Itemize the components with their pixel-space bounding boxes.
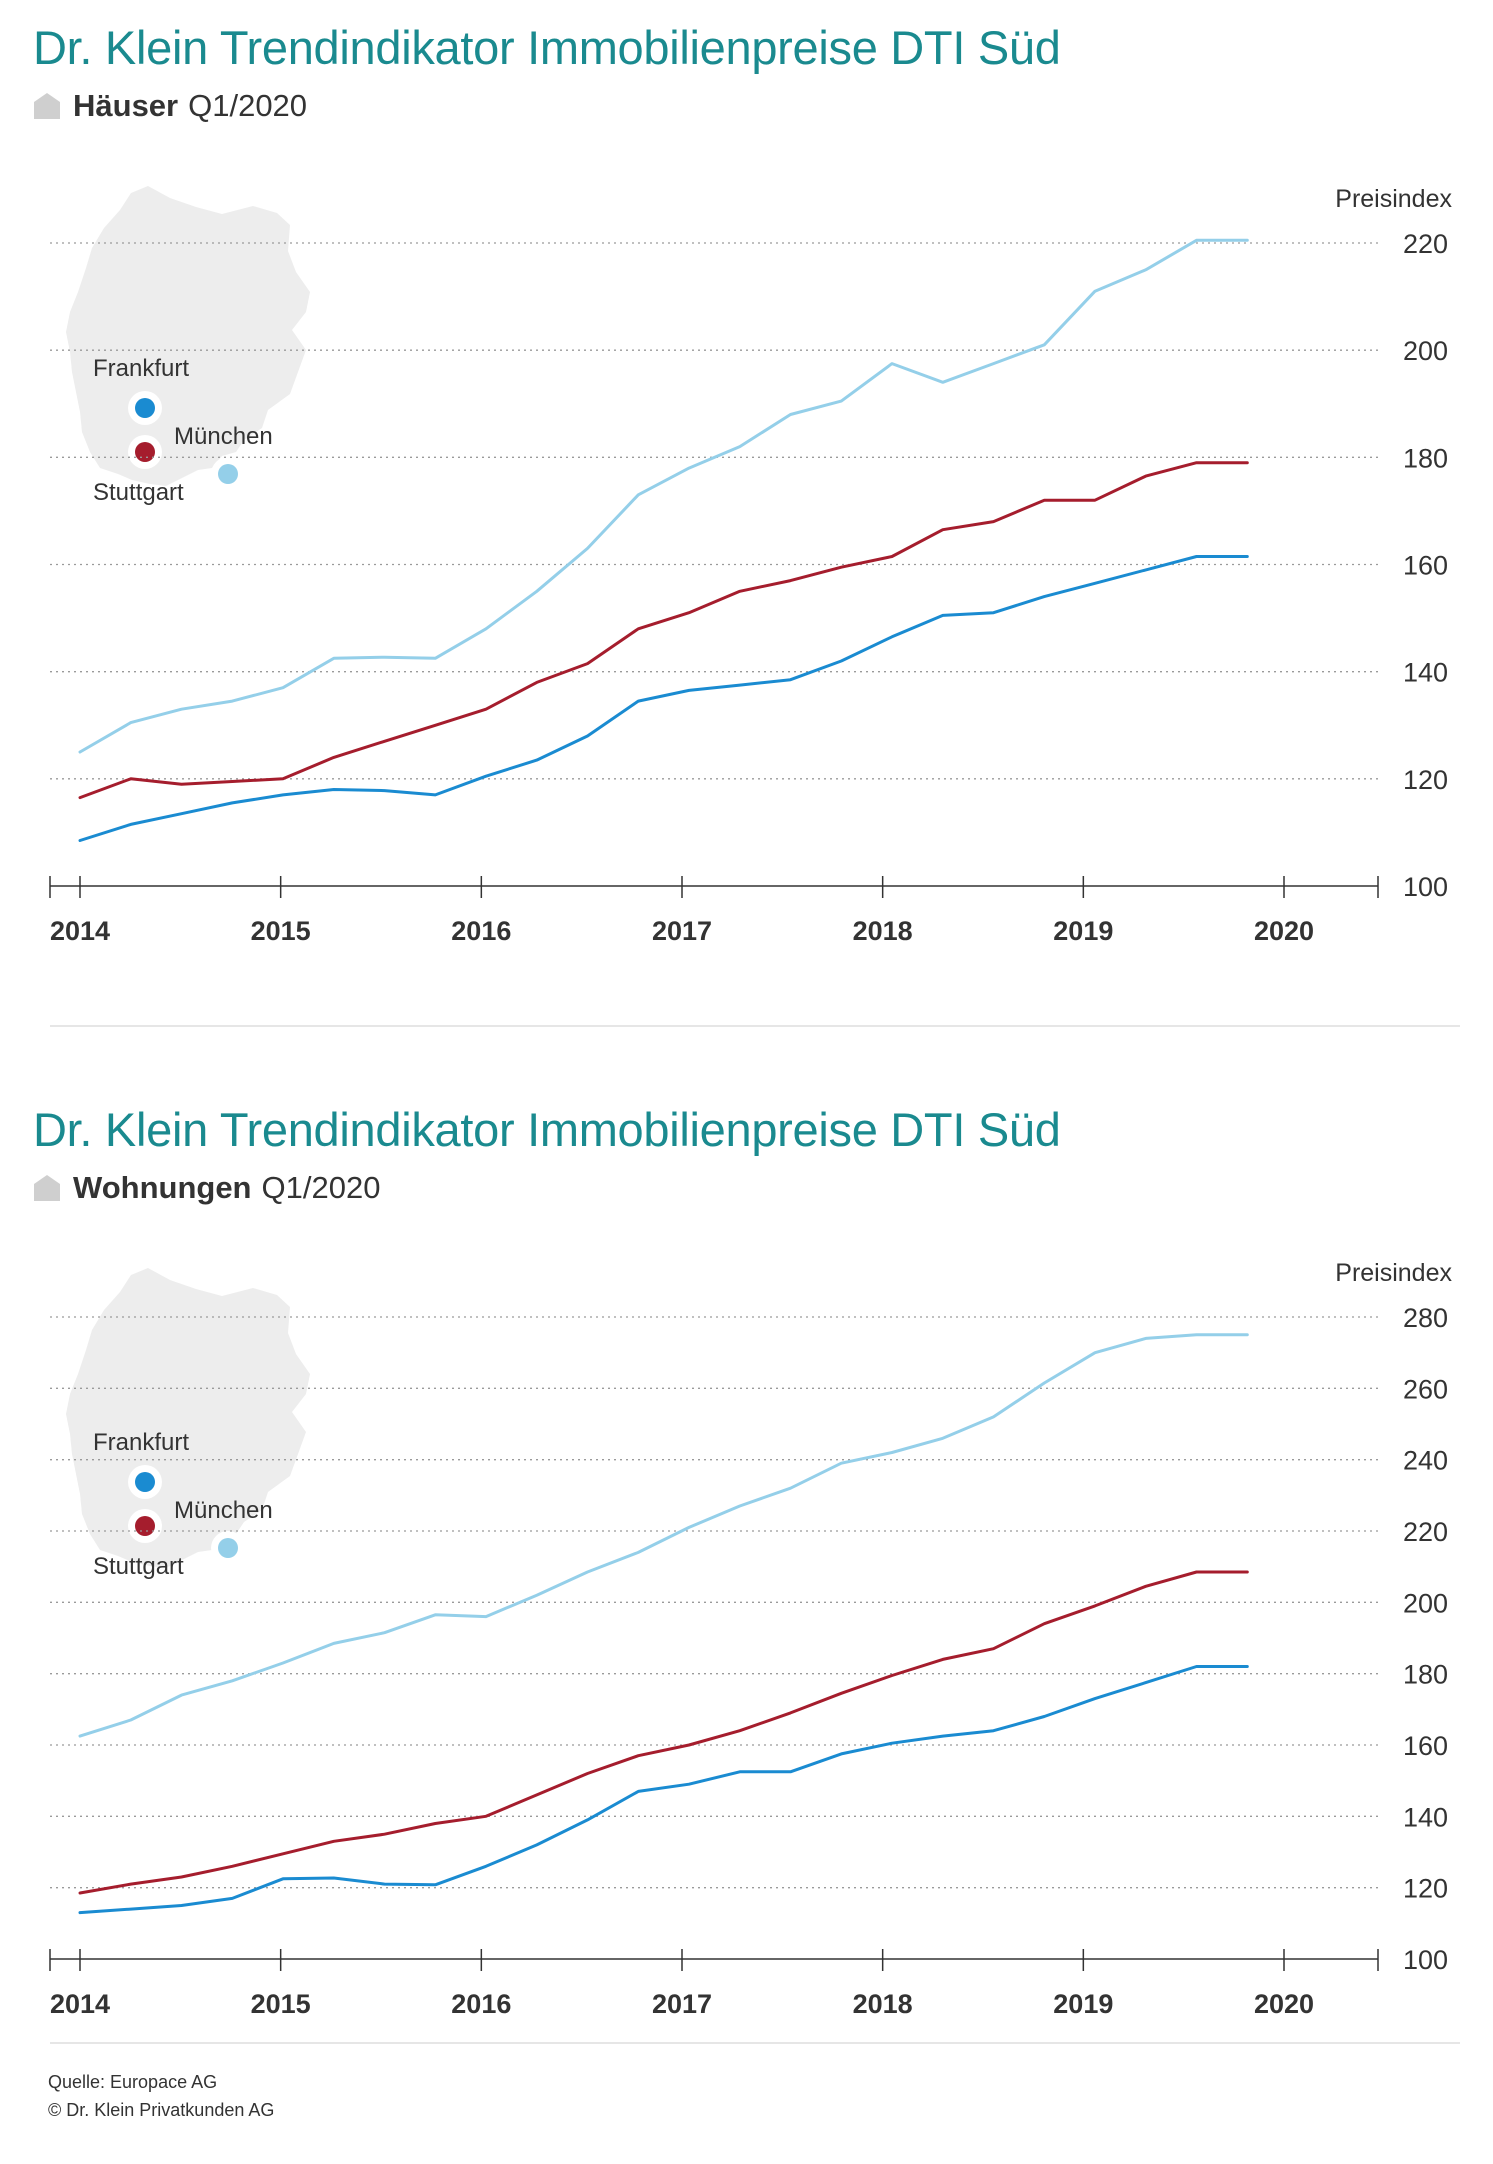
chart-panel-wohnungen: Dr. Klein Trendindikator Immobilienpreis… (0, 1072, 1493, 2102)
germany-south-map (66, 186, 310, 486)
frankfurt-dot (135, 1472, 155, 1492)
chart-title: Dr. Klein Trendindikator Immobilienpreis… (33, 1103, 1061, 1156)
chart-panel-haeuser: Dr. Klein Trendindikator Immobilienpreis… (0, 0, 1493, 1030)
chart-title: Dr. Klein Trendindikator Immobilienpreis… (33, 21, 1061, 74)
map-label-stuttgart: Stuttgart (93, 1553, 184, 1580)
y-tick-label: 240 (1403, 1446, 1448, 1476)
copyright-line: © Dr. Klein Privatkunden AG (48, 2100, 275, 2120)
y-tick-label: 140 (1403, 658, 1448, 688)
map-label-stuttgart: Stuttgart (93, 479, 184, 506)
y-axis-unit: Preisindex (1335, 185, 1452, 213)
panel-divider (50, 1025, 1460, 1027)
y-tick-label: 160 (1403, 1731, 1448, 1761)
frankfurt-dot (135, 398, 155, 418)
x-tick-label: 2018 (853, 916, 913, 946)
map-label-muenchen: München (174, 423, 273, 450)
chart-subtitle: Häuser Q1/2020 (33, 88, 307, 124)
series-line-stuttgart (78, 1333, 1249, 1738)
x-tick-label: 2019 (1053, 916, 1113, 946)
y-tick-label: 280 (1403, 1303, 1448, 1333)
series-line-muenchen (78, 461, 1249, 800)
x-tick-label: 2016 (451, 916, 511, 946)
muenchen-dot (135, 1516, 155, 1536)
house-icon (34, 93, 60, 119)
footer-divider (50, 2042, 1460, 2044)
line-chart-wohnungen: Frankfurt München Stuttgart 100 120 140 160… (49, 1259, 1452, 2019)
x-tick-label: 2019 (1053, 1989, 1113, 2019)
subtitle-period: Q1/2020 (261, 1170, 381, 1205)
y-tick-label: 200 (1403, 1588, 1448, 1618)
x-tick-label: 2020 (1254, 1989, 1314, 2019)
subtitle-period: Q1/2020 (188, 88, 308, 123)
subtitle-category: Wohnungen (73, 1170, 252, 1205)
x-tick-label: 2017 (652, 916, 712, 946)
y-tick-label: 160 (1403, 551, 1448, 581)
x-tick-label: 2014 (50, 1989, 110, 2019)
axis-layer: 100 120 140 160 180 200 220 240 260 280 Preisindex… (49, 1259, 1452, 2019)
map-label-frankfurt: Frankfurt (93, 1429, 189, 1456)
germany-south-map (66, 1268, 310, 1568)
y-tick-label: 180 (1403, 443, 1448, 473)
y-tick-label: 100 (1403, 872, 1448, 902)
y-tick-label: 260 (1403, 1374, 1448, 1404)
y-tick-label: 120 (1403, 1874, 1448, 1904)
y-tick-label: 120 (1403, 765, 1448, 795)
series-line-frankfurt (78, 555, 1249, 842)
series-line-stuttgart (78, 238, 1249, 754)
y-axis-unit: Preisindex (1335, 1259, 1452, 1287)
muenchen-dot (135, 442, 155, 462)
stuttgart-dot (218, 464, 238, 484)
x-tick-label: 2014 (50, 916, 110, 946)
y-tick-label: 220 (1403, 1517, 1448, 1547)
source-line: Quelle: Europace AG (48, 2072, 218, 2092)
house-icon (34, 1175, 60, 1201)
map-label-frankfurt: Frankfurt (93, 355, 189, 382)
subtitle-category: Häuser (73, 88, 179, 123)
chart-subtitle: Wohnungen Q1/2020 (33, 1170, 380, 1206)
x-tick-label: 2016 (451, 1989, 511, 2019)
y-tick-label: 140 (1403, 1802, 1448, 1832)
stuttgart-dot (218, 1538, 238, 1558)
map-inset: Frankfurt München Stuttgart (66, 1268, 310, 1580)
x-tick-label: 2015 (251, 916, 311, 946)
line-chart-haeuser: Frankfurt München Stuttgart 100 120 140 160… (49, 185, 1452, 946)
y-tick-label: 180 (1403, 1660, 1448, 1690)
series-layer (78, 1333, 1249, 1915)
source-note: Quelle: Europace AG © Dr. Klein Privatku… (48, 2068, 274, 2124)
series-layer (78, 238, 1249, 842)
y-tick-label: 200 (1403, 336, 1448, 366)
series-line-frankfurt (78, 1665, 1249, 1915)
x-tick-label: 2018 (853, 1989, 913, 2019)
map-label-muenchen: München (174, 1497, 273, 1524)
map-inset: Frankfurt München Stuttgart (66, 186, 310, 506)
axis-layer: 100 120 140 160 180 200 220 Preisindex 2014 2015 2… (49, 185, 1452, 946)
series-line-muenchen (78, 1570, 1249, 1895)
y-tick-label: 220 (1403, 229, 1448, 259)
x-tick-label: 2017 (652, 1989, 712, 2019)
x-tick-label: 2015 (251, 1989, 311, 2019)
x-tick-label: 2020 (1254, 916, 1314, 946)
y-tick-label: 100 (1403, 1945, 1448, 1975)
